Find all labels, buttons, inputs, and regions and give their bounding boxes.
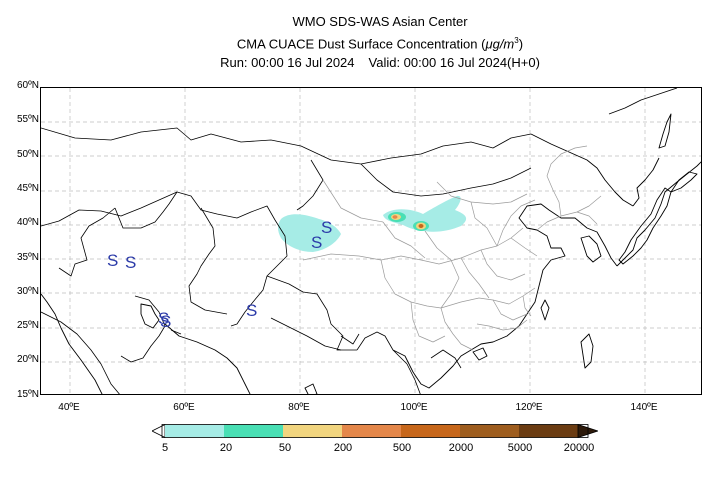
colorbar-swatch [342, 424, 401, 438]
colorbar-label-50: 50 [278, 442, 292, 454]
lat-label-45: 45ºN [17, 183, 39, 194]
subtitle-prefix: CMA CUACE Dust Surface Concentration ( [236, 36, 486, 52]
sri-lanka [304, 383, 318, 394]
japan-hokkaido [670, 171, 698, 193]
run-valid-line: Run: 00:00 16 Jul 2024 Valid: 00:00 16 Ju… [0, 53, 720, 72]
dust-core-2-peak [418, 224, 424, 228]
colorbar-outline [161, 424, 589, 438]
colorbar-swatch [165, 424, 224, 438]
dust-field-gobi [383, 195, 467, 232]
storm-marker: S [158, 309, 169, 328]
lon-label-140: 140ºE [630, 402, 658, 413]
storm-marker: S [160, 312, 171, 331]
subtitle-suffix: ) [518, 36, 524, 52]
map-title-block: WMO SDS-WAS Asian Center CMA CUACE Dust … [0, 12, 720, 72]
subtitle-unit: μg/m [485, 36, 515, 52]
lat-label-20: 20ºN [17, 354, 39, 365]
colorbar-swatch [401, 424, 460, 438]
philippines-north [580, 333, 594, 369]
lat-label-40: 40ºN [17, 217, 39, 228]
country-borders [41, 127, 532, 394]
colorbar-swatch [224, 424, 283, 438]
map-title: WMO SDS-WAS Asian Center [292, 14, 468, 29]
lat-label-25: 25ºN [17, 320, 39, 331]
lon-label-120: 120ºE [515, 402, 543, 413]
lon-label-100: 100ºE [400, 402, 428, 413]
hainan [472, 347, 488, 361]
colorbar-label-5: 5 [161, 442, 169, 454]
lat-label-55: 55ºN [17, 114, 39, 125]
storm-marker: S [125, 253, 136, 272]
dust-core-1-peak [392, 215, 398, 219]
colorbar-label-200: 200 [333, 442, 353, 454]
china-province-borders [302, 145, 602, 351]
colorbar-label-20: 20 [219, 442, 233, 454]
colorbar-swatch [283, 424, 342, 438]
korea [580, 235, 602, 263]
colorbar-under-triangle [152, 424, 166, 438]
dust-field-taklimakan [278, 214, 341, 252]
colorbar-swatch [460, 424, 519, 438]
lat-label-15: 15ºN [17, 389, 39, 400]
lon-label-40: 40ºE [58, 402, 80, 413]
storm-marker: S [107, 251, 118, 270]
taiwan [540, 299, 550, 321]
run-time: Run: 00:00 16 Jul 2024 [220, 55, 355, 71]
map-subtitle: CMA CUACE Dust Surface Concentration (μg… [0, 31, 720, 53]
lat-label-30: 30ºN [17, 286, 39, 297]
storm-marker: S [311, 233, 322, 252]
coastlines [41, 88, 701, 394]
storm-marker: S [321, 218, 332, 237]
colorbar-label-2000: 2000 [448, 442, 474, 454]
lon-label-80: 80ºE [288, 402, 310, 413]
colorbar-label-20000: 20000 [563, 442, 595, 454]
sakhalin [658, 113, 672, 149]
storm-marker: S [246, 301, 257, 320]
colorbar-label-500: 500 [392, 442, 412, 454]
dust-concentration-fields [278, 195, 467, 252]
colorbar-swatches [152, 424, 598, 438]
lat-label-35: 35ºN [17, 252, 39, 263]
colorbar [152, 424, 598, 438]
japan-honshu [618, 187, 672, 265]
colorbar-label-5000: 5000 [507, 442, 533, 454]
lat-label-50: 50ºN [17, 149, 39, 160]
valid-time: Valid: 00:00 16 Jul 2024(H+0) [368, 55, 540, 71]
colorbar-swatch [519, 424, 578, 438]
lat-label-60: 60ºN [17, 80, 39, 91]
subtitle-unit-exponent: 3 [514, 36, 519, 45]
lon-label-60: 60ºE [173, 402, 195, 413]
